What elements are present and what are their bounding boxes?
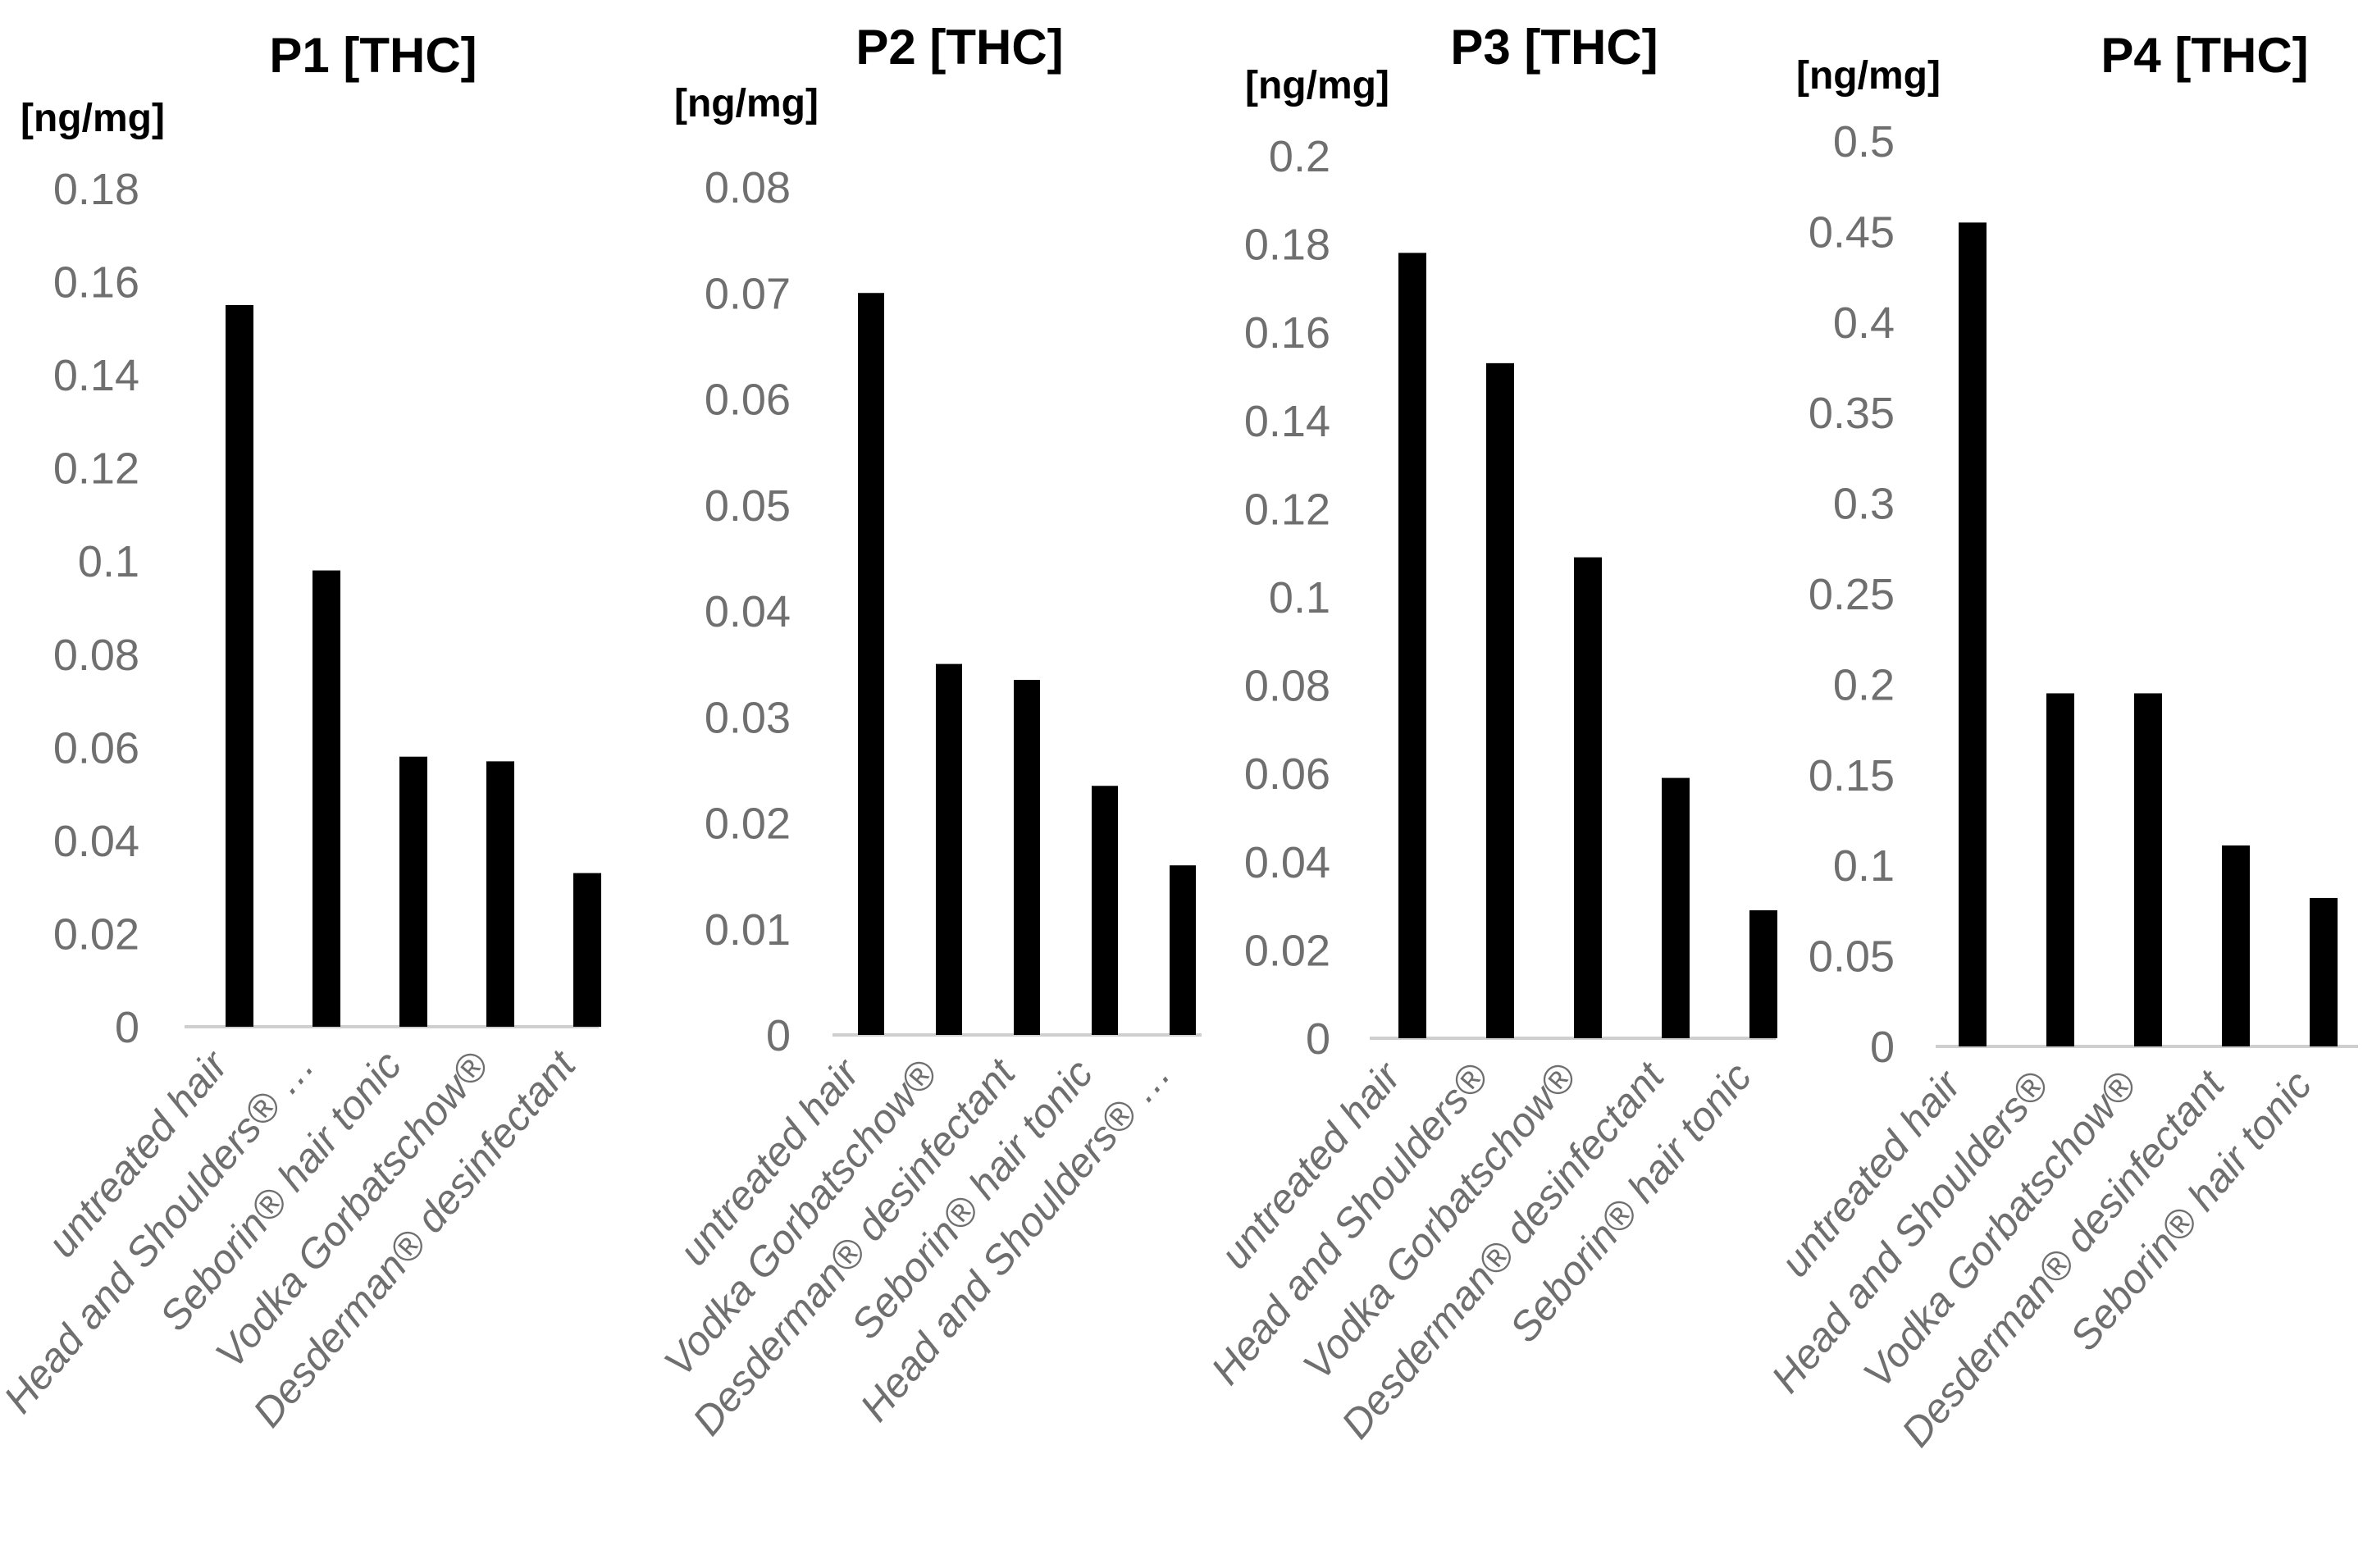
p1-y-tick-label: 0.14 bbox=[53, 351, 139, 400]
p1-bar bbox=[486, 761, 514, 1027]
p4-y-tick-label: 0 bbox=[1870, 1023, 1895, 1072]
p4-bar bbox=[2046, 693, 2074, 1046]
p1-y-tick-label: 0.16 bbox=[53, 258, 139, 308]
p3-y-tick-label: 0.02 bbox=[1244, 926, 1330, 975]
p3-bar bbox=[1574, 557, 1602, 1038]
p4-bar bbox=[1959, 222, 1987, 1046]
p4-bar bbox=[2310, 897, 2338, 1046]
p1-y-tick-label: 0.02 bbox=[53, 909, 139, 959]
p4-bar bbox=[2134, 693, 2162, 1046]
p3-y-tick-label: 0.1 bbox=[1269, 573, 1330, 622]
p1-bar bbox=[573, 873, 601, 1027]
p1-y-tick-label: 0.06 bbox=[53, 723, 139, 773]
p3-bar bbox=[1662, 777, 1690, 1038]
p3-y-tick-label: 0.06 bbox=[1244, 750, 1330, 799]
p1-y-tick-label: 0.04 bbox=[53, 817, 139, 866]
p2-y-tick-label: 0.05 bbox=[705, 481, 791, 531]
p4-y-tick-label: 0.15 bbox=[1809, 751, 1895, 800]
p1-y-tick-label: 0.1 bbox=[78, 537, 139, 586]
p2-bar bbox=[1014, 680, 1040, 1035]
p3-y-tick-label: 0.04 bbox=[1244, 838, 1330, 887]
p2-bar bbox=[858, 293, 884, 1035]
p4-y-tick-label: 0.5 bbox=[1833, 117, 1895, 166]
p4-bar bbox=[2222, 845, 2250, 1046]
p2-bar bbox=[936, 663, 962, 1035]
p1-y-tick-label: 0.08 bbox=[53, 631, 139, 680]
p4-y-tick-label: 0.35 bbox=[1809, 389, 1895, 438]
p2-y-tick-label: 0 bbox=[766, 1011, 791, 1060]
p1-chart-title: P1 [THC] bbox=[269, 28, 477, 83]
p4-y-tick-label: 0.4 bbox=[1833, 299, 1895, 348]
p4-y-tick-label: 0.45 bbox=[1809, 207, 1895, 257]
p4-y-tick-label: 0.3 bbox=[1833, 480, 1895, 529]
p2-y-tick-label: 0.01 bbox=[705, 905, 791, 955]
p1-y-tick-label: 0.18 bbox=[53, 165, 139, 214]
p3-bar bbox=[1749, 909, 1777, 1038]
p3-y-tick-label: 0.14 bbox=[1244, 397, 1330, 446]
p3-chart-title: P3 [THC] bbox=[1450, 20, 1658, 75]
p4-y-tick-label: 0.1 bbox=[1833, 841, 1895, 891]
p3-y-tick-label: 0.16 bbox=[1244, 308, 1330, 358]
p2-y-tick-label: 0.06 bbox=[705, 376, 791, 425]
p3-y-tick-label: 0 bbox=[1306, 1014, 1330, 1064]
p3-y-tick-label: 0.2 bbox=[1269, 132, 1330, 181]
p4-y-tick-label: 0.25 bbox=[1809, 570, 1895, 619]
p3-y-tick-label: 0.12 bbox=[1244, 485, 1330, 534]
p2-y-axis-label: [ng/mg] bbox=[674, 82, 819, 125]
p2-y-tick-label: 0.02 bbox=[705, 800, 791, 849]
p1-bar bbox=[312, 570, 340, 1027]
p2-y-tick-label: 0.03 bbox=[705, 693, 791, 742]
p3-bar bbox=[1398, 253, 1426, 1038]
p1-y-axis-label: [ng/mg] bbox=[21, 97, 165, 140]
p2-x-tick-label: Desderman® desinfectant bbox=[683, 1049, 1024, 1443]
p4-y-tick-label: 0.2 bbox=[1833, 660, 1895, 709]
p4-y-axis-label: [ng/mg] bbox=[1796, 54, 1941, 98]
p1-bar bbox=[226, 304, 253, 1027]
p2-bar bbox=[1092, 786, 1118, 1035]
p3-y-tick-label: 0.08 bbox=[1244, 662, 1330, 711]
p1-bar bbox=[399, 756, 427, 1027]
p3-y-axis-label: [ng/mg] bbox=[1245, 64, 1389, 107]
p1-y-tick-label: 0 bbox=[115, 1003, 139, 1052]
p4-y-tick-label: 0.05 bbox=[1809, 932, 1895, 982]
p2-y-tick-label: 0.07 bbox=[705, 269, 791, 318]
p3-y-tick-label: 0.18 bbox=[1244, 221, 1330, 270]
p2-bar bbox=[1170, 865, 1196, 1035]
p3-bar bbox=[1486, 362, 1514, 1038]
p4-chart-title: P4 [THC] bbox=[2101, 28, 2308, 83]
p2-y-tick-label: 0.04 bbox=[705, 587, 791, 636]
p2-chart-title: P2 [THC] bbox=[855, 20, 1063, 75]
p2-y-tick-label: 0.08 bbox=[705, 163, 791, 212]
p1-y-tick-label: 0.12 bbox=[53, 444, 139, 494]
